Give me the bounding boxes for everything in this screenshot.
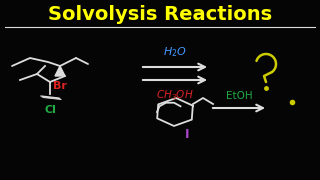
Text: Solvolysis Reactions: Solvolysis Reactions bbox=[48, 6, 272, 24]
Text: $H_2O$: $H_2O$ bbox=[163, 45, 187, 59]
Text: EtOH: EtOH bbox=[226, 91, 252, 101]
Text: Br: Br bbox=[53, 81, 67, 91]
Polygon shape bbox=[55, 66, 65, 76]
Text: Cl: Cl bbox=[44, 105, 56, 115]
Text: I: I bbox=[185, 127, 189, 141]
Text: $CH_3OH$: $CH_3OH$ bbox=[156, 88, 194, 102]
